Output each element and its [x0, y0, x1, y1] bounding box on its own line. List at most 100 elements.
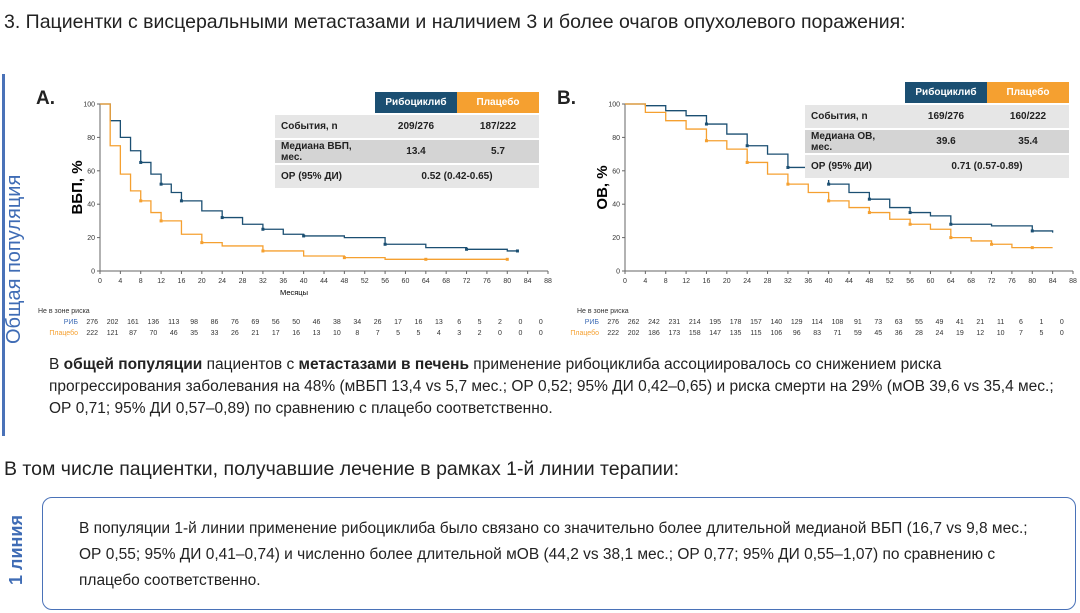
- x-tick-label: 12: [682, 278, 690, 285]
- risk-count: 12: [976, 330, 985, 337]
- risk-count: 34: [353, 319, 362, 326]
- cell: 5.7: [457, 139, 539, 165]
- y-axis-label: ВБП, %: [69, 160, 86, 214]
- risk-count: 87: [129, 330, 137, 337]
- risk-count: 276: [607, 319, 620, 326]
- risk-count: 136: [147, 319, 160, 326]
- x-tick-label: 32: [784, 278, 792, 285]
- risk-count: 7: [375, 330, 380, 337]
- y-tick-label: 40: [87, 202, 95, 209]
- risk-count: 16: [292, 330, 300, 337]
- risk-count: 158: [688, 330, 701, 337]
- censor-mark: [704, 139, 708, 143]
- risk-count: 76: [231, 319, 239, 326]
- km-curve-ribo: [100, 103, 518, 252]
- risk-count: 49: [935, 319, 944, 326]
- censor-mark: [786, 182, 790, 186]
- risk-count: 16: [414, 319, 423, 326]
- header-ribo: Рибоциклиб: [375, 92, 457, 115]
- text-bold: общей популяции: [63, 356, 203, 373]
- text: В: [49, 356, 64, 373]
- risk-count: 2: [498, 319, 502, 326]
- risk-count: 35: [190, 330, 199, 337]
- pfs-table: Рибоциклиб Плацебо События, n 209/276 187/2…: [275, 92, 539, 190]
- y-tick-label: 40: [612, 202, 620, 209]
- x-axis-label: Месяцы: [280, 288, 308, 297]
- row-label: События, n: [805, 104, 905, 130]
- risk-count: 242: [648, 319, 660, 326]
- censor-mark: [179, 199, 183, 203]
- risk-count: 24: [935, 330, 944, 337]
- x-tick-label: 76: [1008, 278, 1016, 285]
- risk-count: 69: [251, 319, 260, 326]
- risk-count: 13: [312, 330, 321, 337]
- x-tick-label: 60: [402, 278, 410, 285]
- cell: 0.71 (0.57-0.89): [905, 154, 1069, 180]
- x-tick-label: 52: [886, 278, 894, 285]
- risk-count: 21: [976, 319, 985, 326]
- censor-mark: [342, 256, 346, 260]
- censor-mark: [139, 160, 143, 164]
- risk-count: 55: [915, 319, 923, 326]
- x-tick-label: 68: [967, 278, 975, 285]
- cell: 160/222: [987, 104, 1069, 130]
- risk-count: 38: [332, 319, 341, 326]
- x-tick-label: 80: [1028, 278, 1036, 285]
- row-label: ОР (95% ДИ): [275, 164, 375, 190]
- section-heading: 3. Пациентки с висцеральными метастазами…: [4, 11, 906, 33]
- risk-count: 5: [396, 330, 400, 337]
- x-tick-label: 84: [1049, 278, 1057, 285]
- risk-count: 0: [498, 330, 502, 337]
- censor-mark: [159, 182, 163, 186]
- risk-count: 7: [1019, 330, 1023, 337]
- risk-count: 147: [709, 330, 721, 337]
- risk-count: 135: [729, 330, 742, 337]
- risk-count: 56: [271, 319, 280, 326]
- risk-count: 186: [648, 330, 660, 337]
- risk-count: 21: [251, 330, 260, 337]
- risk-count: 19: [955, 330, 964, 337]
- header-placebo: Плацебо: [987, 82, 1069, 105]
- risk-title: Не в зоне риска: [577, 308, 629, 315]
- row-label: ОР (95% ДИ): [805, 154, 905, 180]
- risk-count: 6: [457, 319, 462, 326]
- cell: 187/222: [457, 114, 539, 140]
- risk-count: 63: [894, 319, 903, 326]
- x-tick-label: 88: [1069, 278, 1077, 285]
- risk-count: 5: [416, 330, 421, 337]
- x-tick-label: 16: [703, 278, 711, 285]
- risk-count: 161: [127, 319, 139, 326]
- y-tick-label: 80: [87, 135, 95, 142]
- risk-label: РИБ: [63, 319, 78, 326]
- risk-count: 13: [434, 319, 443, 326]
- header-placebo: Плацебо: [457, 92, 539, 115]
- censor-mark: [261, 227, 265, 231]
- cell: 209/276: [375, 114, 457, 140]
- cell: 35.4: [987, 129, 1069, 155]
- x-tick-label: 32: [259, 278, 267, 285]
- risk-count: 6: [1019, 319, 1023, 326]
- x-tick-label: 64: [947, 278, 955, 285]
- risk-count: 73: [874, 319, 883, 326]
- risk-count: 70: [149, 330, 158, 337]
- risk-count: 8: [355, 330, 360, 337]
- overall-population-panel: Общая популяция A. 0 20 40 60 80 100 0 4 8 12 16 20…: [2, 74, 1077, 436]
- first-line-box: В популяции 1-й линии применение рибоцик…: [42, 497, 1076, 610]
- risk-count: 231: [668, 319, 681, 326]
- censor-mark: [139, 199, 143, 203]
- risk-count: 178: [729, 319, 742, 326]
- km-curve-placebo: [100, 103, 508, 260]
- row-label: Медиана ОВ, мес.: [805, 129, 905, 155]
- censor-mark: [867, 211, 871, 215]
- risk-label: Плацебо: [49, 330, 78, 337]
- risk-count: 0: [1059, 319, 1064, 326]
- x-tick-label: 12: [157, 278, 165, 285]
- censor-mark: [515, 249, 519, 253]
- y-tick-label: 80: [612, 135, 620, 142]
- risk-count: 129: [790, 319, 803, 326]
- x-tick-label: 0: [98, 278, 102, 285]
- y-tick-label: 0: [91, 269, 95, 276]
- risk-count: 28: [915, 330, 923, 337]
- x-tick-label: 0: [623, 278, 627, 285]
- censor-mark: [827, 182, 831, 186]
